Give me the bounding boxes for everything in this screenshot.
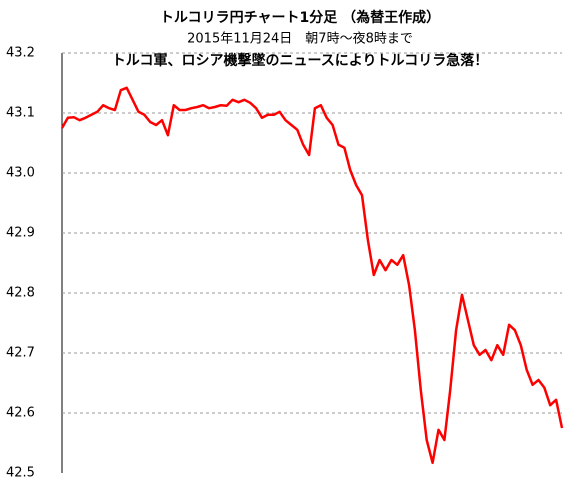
y-tick-label: 42.6 bbox=[6, 406, 35, 421]
y-tick-label: 42.7 bbox=[6, 346, 35, 361]
price-line bbox=[60, 86, 564, 465]
chart-title: トルコリラ円チャート1分足 （為替王作成） bbox=[160, 9, 440, 26]
y-tick-label: 42.8 bbox=[6, 286, 35, 301]
y-tick-label: 42.5 bbox=[6, 466, 35, 481]
y-tick-label: 42.9 bbox=[6, 226, 35, 241]
y-tick-label: 43.1 bbox=[6, 106, 35, 121]
plot bbox=[60, 52, 564, 465]
y-tick-label: 43.2 bbox=[6, 46, 35, 61]
y-tick-label: 43.0 bbox=[6, 166, 35, 181]
chart-subtitle: 2015年11月24日 朝7時～夜8時まで bbox=[187, 32, 413, 47]
annotation: トルコ軍、ロシア機撃墜のニュースによりトルコリラ急落！ bbox=[112, 52, 488, 69]
